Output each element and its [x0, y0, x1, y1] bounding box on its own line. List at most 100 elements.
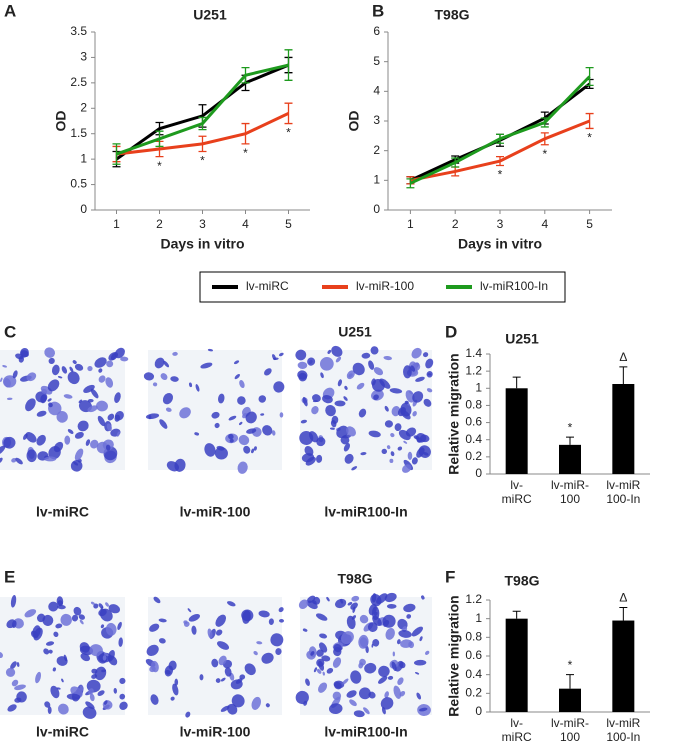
x-tick-label: miRC — [502, 492, 532, 506]
cell — [57, 703, 69, 715]
error-bar — [284, 49, 293, 81]
cell — [351, 595, 360, 602]
cell — [364, 662, 377, 674]
y-tick-label: 0 — [475, 704, 482, 718]
cell — [279, 412, 284, 418]
x-tick-label: 5 — [285, 217, 292, 231]
cell — [243, 445, 251, 454]
cell — [172, 683, 179, 696]
cell — [397, 446, 403, 451]
error-bar — [198, 135, 207, 153]
cell — [402, 464, 412, 473]
x-tick-label: 4 — [541, 217, 548, 231]
legend-box — [199, 271, 566, 303]
significance-mark: * — [542, 147, 547, 161]
cell — [47, 398, 52, 402]
cell — [238, 434, 250, 446]
error-bar — [585, 112, 594, 130]
x-tick-label: 2 — [156, 217, 163, 231]
cell — [98, 375, 106, 383]
cell — [397, 639, 401, 645]
cell — [77, 420, 89, 432]
cell — [11, 458, 17, 463]
y-tick-label: 0.5 — [70, 177, 87, 191]
error-bar — [540, 132, 549, 146]
cell — [106, 360, 114, 368]
cell — [148, 415, 152, 420]
cell — [228, 433, 234, 440]
cell — [383, 355, 392, 361]
cell — [158, 638, 166, 644]
cell — [326, 596, 330, 602]
cell — [368, 691, 376, 699]
cell — [160, 373, 168, 381]
cell — [346, 690, 357, 698]
cell — [336, 425, 349, 439]
cell — [341, 631, 354, 645]
cell — [403, 365, 412, 379]
cell — [117, 621, 122, 630]
cell — [390, 451, 395, 457]
cell — [229, 438, 234, 443]
cell — [96, 441, 109, 454]
cell — [312, 394, 321, 402]
cell — [346, 370, 355, 380]
cell — [6, 397, 13, 401]
cell — [297, 370, 308, 380]
y-tick-label: 2.5 — [70, 75, 87, 89]
cell — [44, 701, 51, 708]
cell — [322, 671, 325, 676]
cell — [295, 690, 309, 705]
cell — [94, 666, 107, 681]
cell — [14, 697, 22, 703]
significance-mark: * — [286, 126, 291, 140]
panel-letter: D — [445, 322, 457, 341]
cell — [102, 655, 107, 661]
cell — [376, 593, 388, 605]
cell — [319, 633, 328, 639]
x-tick-label: 100 — [560, 492, 580, 506]
cell — [300, 419, 307, 424]
cell — [118, 637, 123, 647]
cell — [239, 421, 243, 426]
cell — [356, 382, 365, 390]
cell — [74, 431, 84, 439]
cell — [258, 610, 270, 618]
cell — [246, 428, 257, 434]
cell — [2, 365, 7, 368]
cell — [358, 408, 367, 418]
cell — [410, 365, 416, 372]
cell — [85, 439, 91, 446]
cell — [320, 372, 324, 379]
cell — [331, 345, 343, 357]
significance-mark: * — [157, 159, 162, 173]
cell — [12, 620, 17, 628]
cell — [87, 366, 93, 372]
cell — [120, 356, 129, 362]
error-bar — [496, 133, 504, 144]
cell — [3, 436, 16, 449]
x-tick-label: lv-miR — [606, 716, 640, 730]
cell — [278, 352, 284, 357]
cell — [166, 461, 179, 472]
cell — [414, 672, 420, 675]
cell — [116, 431, 121, 437]
y-tick-label: 0 — [373, 202, 380, 216]
cell — [45, 641, 55, 646]
cell — [70, 460, 83, 472]
cell — [114, 414, 121, 422]
cell — [415, 376, 425, 382]
cell — [237, 461, 248, 474]
cell — [214, 447, 228, 460]
bar — [612, 620, 635, 712]
error-bar — [512, 610, 521, 619]
cell — [260, 413, 265, 416]
cell — [15, 353, 24, 360]
significance-mark: * — [587, 131, 592, 145]
cell — [5, 667, 16, 677]
cell — [337, 379, 342, 387]
cell — [358, 662, 364, 669]
cell — [302, 396, 308, 407]
cell — [268, 618, 274, 625]
cell — [360, 452, 367, 456]
